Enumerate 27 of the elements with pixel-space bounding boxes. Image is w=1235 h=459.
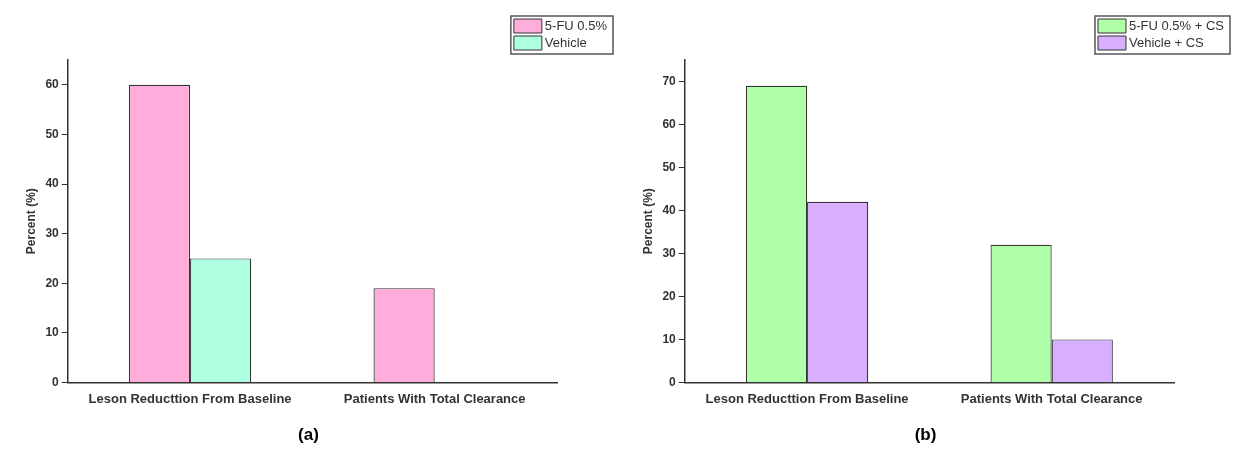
text: (a) (297, 425, 320, 445)
y-tick-label: 0 (669, 374, 677, 389)
x-tick-label: Leson Reducttion From Baseline (88, 390, 292, 406)
y-tick-label: 10 (662, 331, 677, 346)
legend-label: Vehicle (544, 34, 587, 50)
y-tick-label: 50 (662, 159, 677, 174)
x-tick-label: Patients With Total Clearance (960, 390, 1143, 406)
y-axis-title: Percent (%) (23, 188, 38, 255)
y-tick-label: 40 (45, 176, 60, 191)
text: (b) (913, 425, 938, 445)
legend-label: Vehicle + CS (1128, 34, 1205, 50)
y-tick-label: 20 (662, 288, 677, 303)
legend-label: 5-FU 0.5% (544, 17, 608, 33)
y-tick-label: 0 (52, 374, 60, 389)
y-tick-label: 40 (662, 202, 677, 217)
y-axis-title: Percent (%) (640, 188, 655, 255)
y-tick-label: 30 (45, 225, 60, 240)
y-tick-label: 20 (45, 275, 60, 290)
y-tick-label: 10 (45, 325, 60, 340)
legend-label: 5-FU 0.5% + CS (1128, 17, 1225, 33)
y-tick-label: 60 (662, 116, 677, 131)
x-tick-label: Patients With Total Clearance (343, 390, 526, 406)
y-tick-label: 30 (662, 245, 677, 260)
y-tick-label: 70 (662, 73, 677, 88)
y-tick-label: 60 (45, 77, 60, 92)
x-tick-label: Leson Reducttion From Baseline (705, 390, 909, 406)
y-tick-label: 50 (45, 126, 60, 141)
